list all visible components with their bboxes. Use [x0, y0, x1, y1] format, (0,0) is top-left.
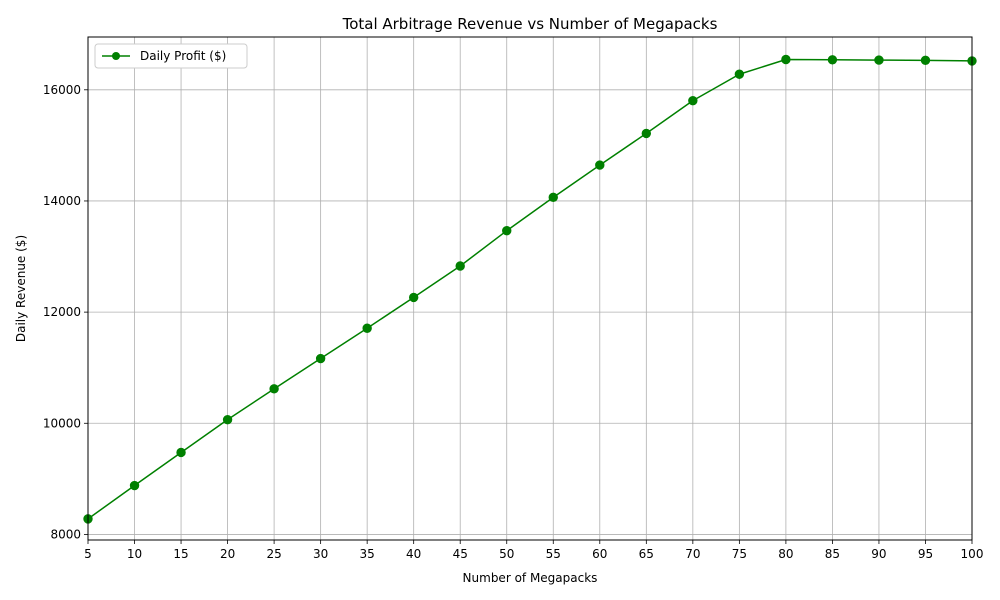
legend: Daily Profit ($): [94, 43, 248, 69]
x-tick-label: 20: [220, 547, 235, 561]
x-tick-label: 35: [360, 547, 375, 561]
y-tick-label: 14000: [43, 194, 81, 208]
data-point: [874, 55, 884, 65]
x-tick-label: 80: [778, 547, 793, 561]
x-tick-label: 70: [685, 547, 700, 561]
plot-area-frame: [87, 36, 973, 541]
x-axis-ticks: 5 10 15 20 25 30 35 40 45 50 55 60 65 70 75 80 85 90 95 100: [84, 540, 983, 561]
data-point: [455, 261, 465, 271]
x-tick-label: 75: [732, 547, 747, 561]
y-tick-label: 12000: [43, 305, 81, 319]
x-tick-label: 45: [453, 547, 468, 561]
x-tick-label: 30: [313, 547, 328, 561]
data-point: [734, 69, 745, 79]
x-tick-label: 100: [961, 547, 984, 561]
data-point: [595, 160, 605, 170]
data-point: [502, 225, 512, 236]
data-point: [362, 323, 372, 333]
data-point: [827, 55, 838, 65]
data-point: [222, 414, 233, 425]
data-point: [176, 447, 186, 458]
x-tick-label: 5: [84, 547, 92, 561]
legend-entry-label: Daily Profit ($): [140, 49, 226, 63]
data-point: [781, 54, 791, 65]
data-point: [688, 95, 698, 106]
data-point: [641, 128, 652, 139]
y-tick-label: 10000: [43, 416, 81, 430]
y-axis-ticks: 8000 10000 12000 14000 16000: [43, 83, 88, 541]
data-point: [129, 480, 140, 491]
legend-box: [94, 43, 248, 69]
y-tick-label: 8000: [50, 527, 81, 541]
x-tick-label: 25: [266, 547, 281, 561]
data-point: [315, 353, 326, 364]
x-tick-label: 15: [173, 547, 188, 561]
x-tick-label: 55: [546, 547, 561, 561]
series-line: [87, 58, 973, 520]
y-tick-label: 16000: [43, 83, 81, 97]
chart-title: Total Arbitrage Revenue vs Number of Meg…: [342, 15, 718, 33]
x-tick-label: 50: [499, 547, 514, 561]
y-axis-label: Daily Revenue ($): [14, 235, 28, 342]
x-tick-label: 60: [592, 547, 607, 561]
x-tick-label: 95: [918, 547, 933, 561]
series-layer: [83, 54, 977, 524]
x-tick-label: 65: [639, 547, 654, 561]
x-tick-label: 90: [871, 547, 886, 561]
data-point: [548, 192, 558, 203]
legend-marker-swatch: [112, 52, 120, 60]
x-tick-label: 40: [406, 547, 421, 561]
data-point: [408, 292, 419, 303]
x-axis-label: Number of Megapacks: [463, 571, 598, 585]
data-point: [920, 55, 931, 66]
x-tick-label: 10: [127, 547, 142, 561]
data-point: [269, 384, 279, 394]
x-tick-label: 85: [825, 547, 840, 561]
